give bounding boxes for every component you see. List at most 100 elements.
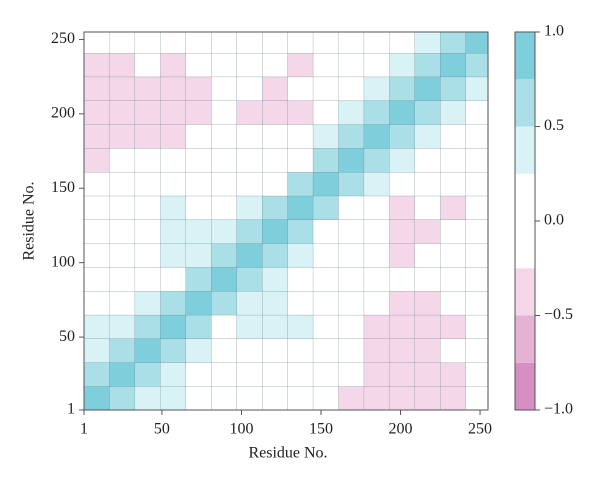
- y-tick-label: 100: [51, 253, 75, 270]
- heatmap-cell: [338, 267, 365, 292]
- heatmap-cell: [338, 52, 365, 78]
- heatmap-cell: [262, 76, 289, 101]
- x-tick-label: 50: [154, 421, 170, 438]
- plot-frame: [83, 31, 489, 411]
- heatmap-cell: [236, 362, 263, 387]
- colorbar-tick-label: 1.0: [544, 23, 564, 40]
- heatmap-cell: [414, 243, 441, 268]
- heatmap-cell: [236, 267, 263, 292]
- heatmap-cell: [262, 171, 289, 197]
- heatmap-cell: [440, 338, 467, 363]
- heatmap-cell: [287, 76, 314, 101]
- heatmap-cell: [262, 100, 289, 125]
- heatmap-cell: [109, 338, 136, 363]
- heatmap-cell: [83, 195, 110, 220]
- heatmap-cell: [287, 386, 314, 411]
- heatmap-cell: [363, 31, 390, 54]
- heatmap-cell: [262, 195, 289, 220]
- heatmap-cell: [389, 76, 416, 101]
- heatmap-cell: [389, 219, 416, 244]
- colorbar-tick-label: 0.5: [544, 117, 564, 134]
- heatmap-cell: [134, 100, 161, 125]
- heatmap-cell: [236, 124, 263, 149]
- heatmap-cell: [414, 362, 441, 387]
- heatmap-cell: [287, 147, 314, 173]
- heatmap-cell: [109, 195, 136, 220]
- y-tick-label: 200: [51, 105, 75, 122]
- heatmap-cell: [287, 100, 314, 125]
- heatmap-cell: [312, 243, 339, 268]
- heatmap-cell: [134, 267, 161, 292]
- heatmap-cell: [262, 386, 289, 411]
- heatmap-cell: [160, 171, 187, 197]
- heatmap-cell: [312, 362, 339, 387]
- heatmap-cell: [414, 267, 441, 292]
- colorbar-band: [515, 362, 535, 410]
- heatmap-cell: [185, 386, 212, 411]
- heatmap-cell: [287, 52, 314, 78]
- heatmap-cell: [414, 171, 441, 197]
- heatmap-cell: [312, 124, 339, 149]
- heatmap-cell: [414, 52, 441, 78]
- heatmap-cell: [338, 195, 365, 220]
- colorbar-band: [515, 32, 535, 80]
- heatmap-cell: [465, 147, 489, 173]
- heatmap-cell: [185, 147, 212, 173]
- colorbar-tick-label: −0.5: [544, 306, 573, 323]
- heatmap-cell: [262, 314, 289, 339]
- heatmap-cell: [465, 124, 489, 149]
- y-tick-label: 250: [51, 30, 75, 47]
- colorbar-tick-label: 0.0: [544, 212, 564, 229]
- heatmap-cell: [363, 219, 390, 244]
- heatmap-cell: [338, 243, 365, 268]
- heatmap-cell: [287, 31, 314, 54]
- heatmap-cell: [338, 100, 365, 125]
- heatmap-cell: [287, 243, 314, 268]
- heatmap-cell: [262, 267, 289, 292]
- heatmap-cell: [312, 338, 339, 363]
- heatmap-cell: [440, 76, 467, 101]
- heatmap-cell: [287, 195, 314, 220]
- heatmap-cell: [134, 314, 161, 339]
- heatmap-cell: [312, 195, 339, 220]
- heatmap-cell: [236, 338, 263, 363]
- heatmap-cell: [465, 52, 489, 78]
- heatmap-cell: [389, 52, 416, 78]
- heatmap-cell: [414, 100, 441, 125]
- heatmap-cell: [109, 386, 136, 411]
- heatmap-cell: [134, 290, 161, 316]
- heatmap-cell: [338, 338, 365, 363]
- heatmap-cell: [109, 76, 136, 101]
- heatmap-cell: [236, 100, 263, 125]
- heatmap-cell: [338, 31, 365, 54]
- heatmap-cell: [160, 100, 187, 125]
- heatmap-cell: [287, 290, 314, 316]
- heatmap-cell: [389, 31, 416, 54]
- heatmap-cell: [312, 219, 339, 244]
- heatmap-cell: [160, 362, 187, 387]
- heatmap-cell: [465, 267, 489, 292]
- heatmap-cell: [211, 290, 238, 316]
- heatmap-cell: [363, 314, 390, 339]
- heatmap-cell: [312, 171, 339, 197]
- heatmap-cell: [236, 290, 263, 316]
- heatmap-cell: [109, 267, 136, 292]
- heatmap-cell: [185, 290, 212, 316]
- heatmap-cell: [465, 100, 489, 125]
- heatmap-cell: [440, 386, 467, 411]
- heatmap-cell: [211, 76, 238, 101]
- heatmap-cell: [440, 267, 467, 292]
- heatmap-cell: [389, 243, 416, 268]
- heatmap-cell: [287, 124, 314, 149]
- heatmap-cell: [363, 243, 390, 268]
- heatmap-cell: [211, 386, 238, 411]
- heatmap-cell: [363, 290, 390, 316]
- colorbar-band: [515, 268, 535, 316]
- colorbar-tick-label: −1.0: [544, 401, 573, 418]
- heatmap-cell: [134, 386, 161, 411]
- heatmap-cell: [185, 267, 212, 292]
- heatmap-cell: [134, 195, 161, 220]
- heatmap-cell: [287, 267, 314, 292]
- heatmap-cell: [185, 362, 212, 387]
- heatmap-cell: [83, 31, 110, 54]
